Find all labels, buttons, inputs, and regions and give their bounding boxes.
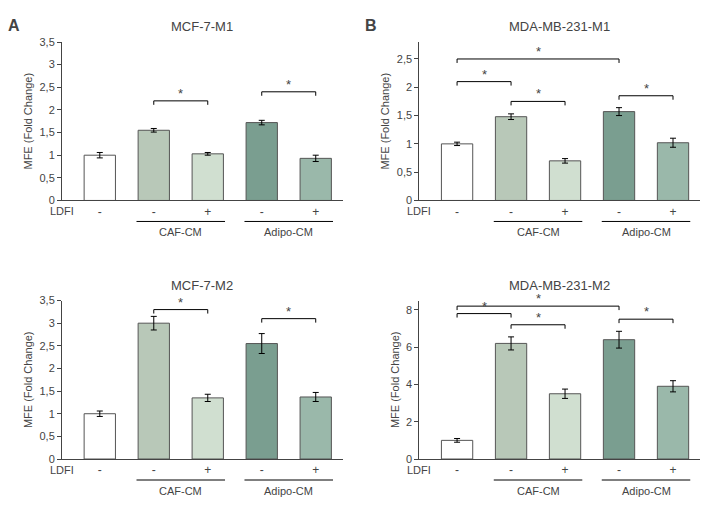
svg-text:MDA-MB-231-M1: MDA-MB-231-M1 <box>509 19 610 34</box>
svg-text:2: 2 <box>406 416 412 428</box>
svg-text:MFE (Fold Change): MFE (Fold Change) <box>379 73 391 170</box>
svg-text:MCF-7-M1: MCF-7-M1 <box>171 19 233 34</box>
svg-text:*: * <box>178 295 183 310</box>
svg-text:1: 1 <box>406 138 412 150</box>
svg-text:1: 1 <box>49 408 55 420</box>
svg-text:*: * <box>536 86 541 101</box>
svg-text:4: 4 <box>406 378 412 390</box>
svg-text:2: 2 <box>406 81 412 93</box>
svg-text:0,5: 0,5 <box>40 172 55 184</box>
svg-text:Adipo-CM: Adipo-CM <box>264 226 313 238</box>
svg-text:1,5: 1,5 <box>397 109 412 121</box>
svg-text:A: A <box>8 17 20 34</box>
svg-text:*: * <box>644 304 649 319</box>
svg-text:-: - <box>260 463 264 477</box>
svg-text:LDFI: LDFI <box>50 205 74 217</box>
svg-text:2: 2 <box>49 104 55 116</box>
svg-text:Adipo-CM: Adipo-CM <box>622 226 671 238</box>
svg-text:1,5: 1,5 <box>40 126 55 138</box>
svg-text:Adipo-CM: Adipo-CM <box>264 485 313 497</box>
svg-text:CAF-CM: CAF-CM <box>159 226 202 238</box>
svg-text:MCF-7-M2: MCF-7-M2 <box>171 278 233 293</box>
svg-text:*: * <box>536 291 541 306</box>
svg-text:*: * <box>644 81 649 96</box>
svg-text:B: B <box>365 17 377 34</box>
svg-text:CAF-CM: CAF-CM <box>517 226 560 238</box>
svg-text:3: 3 <box>49 317 55 329</box>
svg-text:0: 0 <box>49 453 55 465</box>
svg-text:-: - <box>617 205 621 219</box>
svg-text:-: - <box>98 205 102 219</box>
svg-text:0,5: 0,5 <box>397 166 412 178</box>
svg-text:2,5: 2,5 <box>40 81 55 93</box>
svg-text:2,5: 2,5 <box>397 53 412 65</box>
svg-text:1: 1 <box>49 149 55 161</box>
svg-text:-: - <box>98 463 102 477</box>
svg-text:-: - <box>152 463 156 477</box>
svg-text:MFE (Fold Change): MFE (Fold Change) <box>22 331 34 428</box>
svg-text:3,5: 3,5 <box>40 36 55 48</box>
svg-text:+: + <box>670 205 677 219</box>
svg-text:+: + <box>312 463 319 477</box>
svg-text:-: - <box>455 205 459 219</box>
svg-text:+: + <box>562 205 569 219</box>
svg-text:+: + <box>204 205 211 219</box>
svg-text:*: * <box>286 77 291 92</box>
svg-text:-: - <box>617 463 621 477</box>
svg-text:CAF-CM: CAF-CM <box>159 485 202 497</box>
svg-text:MDA-MB-231-M2: MDA-MB-231-M2 <box>509 278 610 293</box>
svg-text:-: - <box>455 463 459 477</box>
svg-text:LDFI: LDFI <box>50 464 74 476</box>
svg-text:-: - <box>260 205 264 219</box>
svg-text:6: 6 <box>406 341 412 353</box>
svg-text:+: + <box>670 463 677 477</box>
svg-text:0,5: 0,5 <box>40 430 55 442</box>
svg-text:8: 8 <box>406 304 412 316</box>
svg-text:*: * <box>178 86 183 101</box>
svg-text:+: + <box>562 463 569 477</box>
svg-text:+: + <box>312 205 319 219</box>
svg-text:3,5: 3,5 <box>40 294 55 306</box>
svg-text:*: * <box>482 67 487 82</box>
svg-text:2,5: 2,5 <box>40 340 55 352</box>
svg-text:MFE (Fold Change): MFE (Fold Change) <box>22 73 34 170</box>
svg-text:+: + <box>204 463 211 477</box>
svg-text:0: 0 <box>406 194 412 206</box>
svg-text:*: * <box>482 299 487 314</box>
svg-text:MFE (Fold Change): MFE (Fold Change) <box>389 331 401 428</box>
svg-text:-: - <box>152 205 156 219</box>
svg-text:LDFI: LDFI <box>407 205 431 217</box>
svg-text:-: - <box>509 463 513 477</box>
svg-text:LDFI: LDFI <box>407 464 431 476</box>
svg-text:CAF-CM: CAF-CM <box>517 485 560 497</box>
svg-text:1,5: 1,5 <box>40 385 55 397</box>
svg-text:3: 3 <box>49 58 55 70</box>
svg-text:*: * <box>536 310 541 325</box>
svg-text:*: * <box>286 304 291 319</box>
svg-text:0: 0 <box>49 194 55 206</box>
svg-text:0: 0 <box>406 453 412 465</box>
svg-text:Adipo-CM: Adipo-CM <box>622 485 671 497</box>
svg-text:*: * <box>536 44 541 59</box>
svg-text:-: - <box>509 205 513 219</box>
svg-text:2: 2 <box>49 362 55 374</box>
